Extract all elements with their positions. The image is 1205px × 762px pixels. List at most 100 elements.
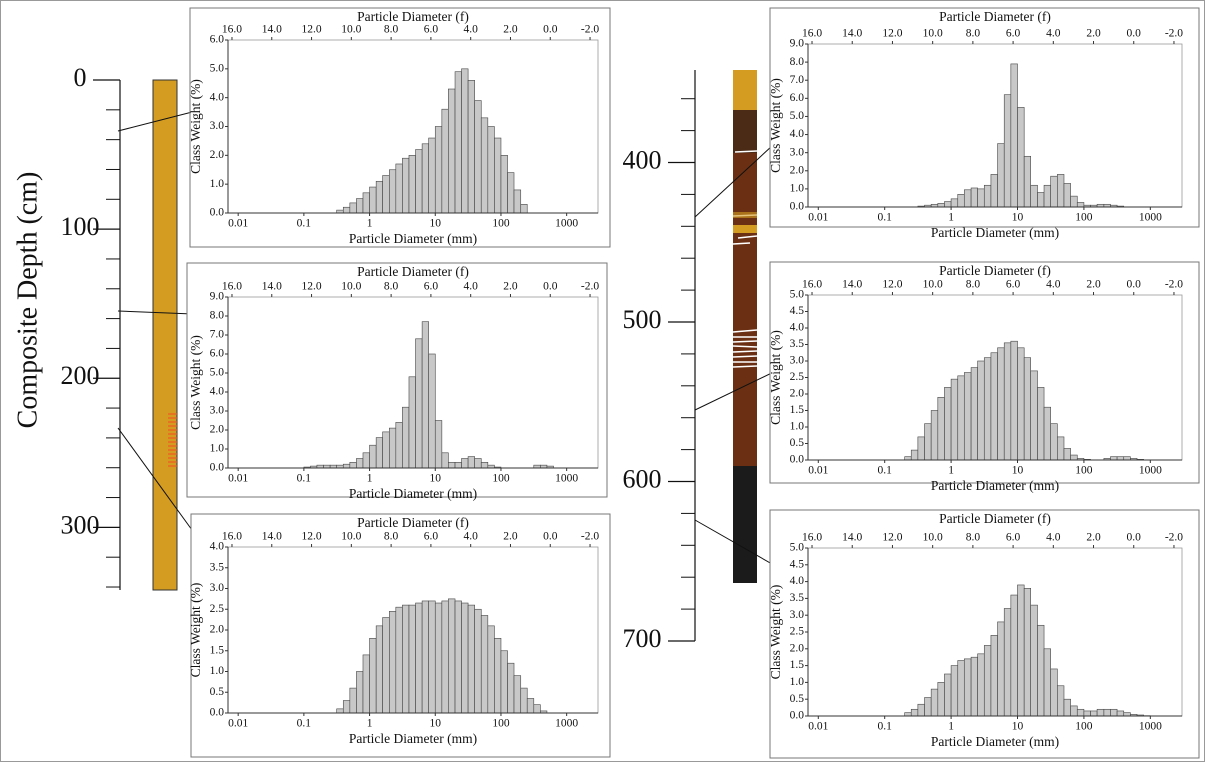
bar (1110, 708, 1118, 717)
bar (395, 606, 403, 714)
y-tick-label: 2.5 (210, 603, 225, 615)
y-tick-label: 2.0 (210, 624, 225, 636)
bar (1003, 342, 1012, 461)
x2-tick-label: 4.0 (464, 24, 479, 36)
bar (428, 353, 436, 469)
x-tick-label: 1 (948, 721, 954, 733)
depth-tick-label: 600 (623, 464, 662, 493)
x2-tick-label: 14.0 (262, 24, 282, 36)
y-tick-label: 0.0 (790, 201, 805, 213)
x2-tick-label: 16.0 (802, 279, 822, 291)
x-axis-title: Particle Diameter (mm) (931, 478, 1059, 493)
x2-tick-label: 2.0 (1086, 532, 1101, 544)
x-tick-label: 0.01 (228, 218, 248, 230)
bar (408, 604, 416, 714)
y-tick-label: 1.0 (790, 183, 805, 195)
bar (970, 367, 978, 461)
connectors (117, 109, 787, 573)
bar (1070, 705, 1078, 717)
x2-tick-label: -2.0 (1165, 28, 1183, 40)
y-tick-label: 5.0 (790, 110, 805, 122)
x2-tick-label: 10.0 (341, 531, 361, 543)
bar (937, 203, 945, 208)
bar (917, 436, 925, 461)
bar (421, 600, 429, 714)
bar (362, 654, 370, 714)
x2-axis-title: Particle Diameter (f) (357, 9, 469, 24)
bar (389, 611, 397, 714)
core-band (733, 225, 757, 233)
y-tick-label: 1.5 (790, 404, 805, 416)
bar (526, 698, 535, 714)
core-layer (732, 329, 758, 333)
y-tick-label: 8.0 (210, 310, 225, 322)
bar (917, 703, 925, 717)
bar (957, 660, 965, 717)
histogram-chart: 0.01 0.1 1 10 100 1000 16.0 14.0 12.0 10.0 8.0 6.0 4… (768, 509, 1200, 759)
bar (402, 157, 410, 214)
bar (349, 687, 357, 714)
bar (950, 378, 959, 461)
bar (448, 461, 456, 469)
x2-axis-title: Particle Diameter (f) (357, 264, 469, 279)
y-axis-title: Class Weight (%) (768, 585, 783, 680)
x2-tick-label: 10.0 (341, 24, 361, 36)
x2-tick-label: 0.0 (543, 531, 558, 543)
x-tick-label: 0.01 (808, 212, 828, 224)
bar (977, 360, 985, 461)
y-tick-label: 2.0 (210, 424, 225, 436)
core-layer (732, 365, 758, 368)
y-tick-label: 4.0 (790, 322, 805, 334)
bar (375, 437, 383, 469)
bar (448, 88, 456, 214)
histogram-chart: 0.01 0.1 1 10 100 1000 16.0 14.0 12.0 10.0 8.0 6.0 4… (768, 7, 1200, 240)
x-tick-label: 0.1 (297, 218, 312, 230)
x2-tick-label: 16.0 (802, 532, 822, 544)
bar (1116, 710, 1125, 717)
bar (402, 604, 410, 714)
bar (1063, 448, 1071, 461)
core-section (152, 79, 178, 591)
bar (1017, 584, 1025, 717)
y-tick-label: 0.0 (210, 707, 225, 719)
x-axis-title: Particle Diameter (mm) (931, 734, 1059, 749)
y-tick-label: 3.0 (790, 609, 805, 621)
bar (1030, 184, 1038, 208)
core-section (733, 70, 757, 110)
bar (963, 658, 972, 717)
bar (1103, 708, 1111, 717)
bar (428, 600, 436, 714)
bar (494, 137, 502, 214)
x2-tick-label: 0.0 (1127, 28, 1142, 40)
x2-tick-label: 0.0 (543, 24, 558, 36)
x2-tick-label: -2.0 (1165, 532, 1183, 544)
bar (1057, 685, 1065, 717)
x-tick-label: 100 (1075, 465, 1093, 477)
bar (1030, 370, 1038, 461)
bar (474, 608, 482, 714)
x2-tick-label: 12.0 (882, 28, 902, 40)
x2-tick-label: 4.0 (1046, 28, 1061, 40)
depth-tick-label: 500 (623, 305, 662, 334)
bar (487, 625, 495, 714)
bar (1043, 406, 1051, 461)
bar (1003, 94, 1012, 208)
bar (1057, 174, 1065, 208)
x2-axis-title: Particle Diameter (f) (939, 511, 1051, 526)
bar (415, 602, 423, 714)
bar (480, 615, 489, 714)
x-tick-label: 1000 (1139, 465, 1162, 477)
x2-axis-title: Particle Diameter (f) (939, 263, 1051, 278)
x-tick-label: 10 (1012, 721, 1024, 733)
y-axis-title: Class Weight (%) (768, 78, 783, 173)
bar (930, 410, 939, 461)
bar (957, 375, 965, 461)
y-axis-title: Class Weight (%) (188, 335, 203, 430)
core-right (732, 70, 758, 583)
y-tick-label: 3.5 (790, 592, 805, 604)
bar (441, 600, 449, 714)
x-axis-title: Particle Diameter (mm) (349, 486, 477, 501)
bar (520, 687, 528, 714)
x-tick-label: 1 (948, 465, 954, 477)
